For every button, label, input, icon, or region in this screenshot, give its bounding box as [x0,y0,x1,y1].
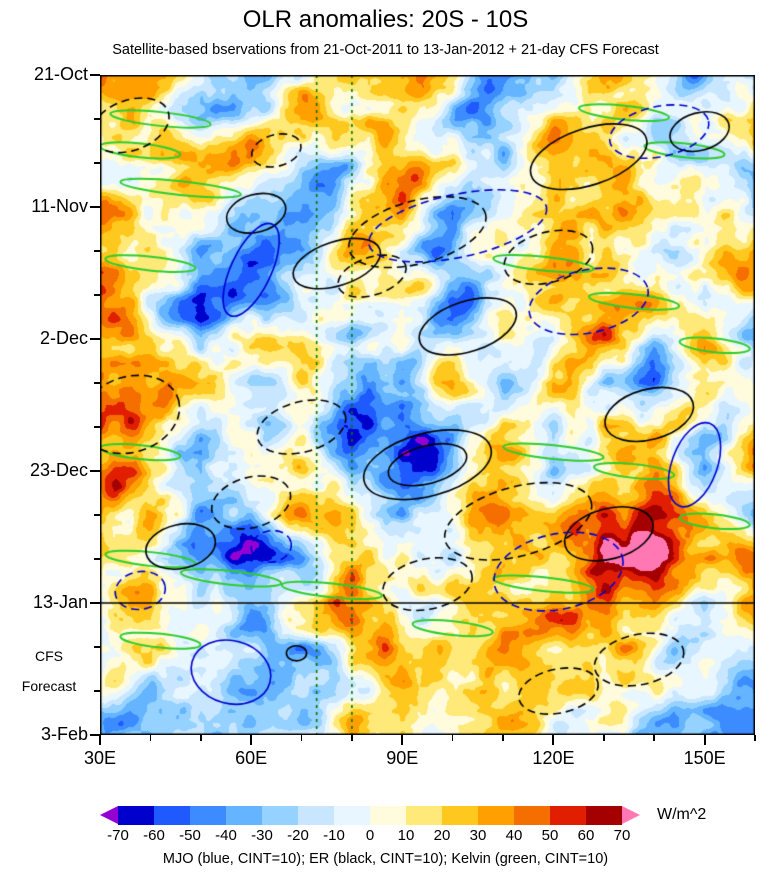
colorbar-tick-label: 30 [469,827,487,844]
colorbar-cell [226,806,262,825]
y-axis-tick-label: 13-Jan [32,592,88,612]
colorbar-tick-label: -40 [215,827,237,844]
y-axis-tick-label: 11-Nov [31,196,88,216]
colorbar-right-arrow [622,806,640,824]
x-axis-minor-tick [451,735,454,741]
legend-caption: MJO (blue, CINT=10); ER (black, CINT=10)… [162,851,609,867]
colorbar-tick-label: -70 [107,827,129,844]
colorbar-tick-label: 50 [541,827,559,844]
y-axis-minor-tick [94,426,100,428]
colorbar-tick-label: -60 [143,827,165,844]
x-axis-minor-tick [653,735,655,741]
y-axis-minor-tick [94,558,100,560]
colorbar-cell [442,806,478,825]
x-axis-minor-tick [351,735,353,741]
x-axis-minor-tick [502,735,504,741]
hovmoller-plot-canvas [100,75,755,735]
y-axis-minor-tick [94,294,100,296]
x-axis-major-tick [250,735,253,745]
colorbar-cell [406,806,442,825]
colorbar-cell [514,806,550,825]
y-axis-minor-tick [94,250,100,252]
colorbar-tick-label: -30 [251,827,273,844]
colorbar-tick-label: -10 [323,827,345,844]
x-axis-tick-label: 30E [83,748,117,768]
y-axis-major-tick [90,74,100,76]
colorbar-tick-label: 70 [613,827,631,844]
plot-area [100,75,755,735]
x-axis-major-tick [703,735,706,745]
colorbar-cell [586,806,622,825]
x-axis-minor-tick [603,735,605,741]
x-axis-tick-label: 150E [683,748,726,768]
y-axis-tick-label: 21-Oct [33,64,88,84]
colorbar-tick-label: -50 [179,827,201,844]
x-axis-tick-label: 60E [235,748,268,768]
colorbar-cell [262,806,298,825]
x-axis-minor-tick [200,735,202,741]
colorbar-cell [370,806,406,825]
y-axis-major-tick [90,206,100,208]
x-axis-minor-tick [300,735,303,741]
y-axis-major-tick [90,470,100,472]
cfs-forecast-label-line1: CFS [35,648,63,664]
y-axis-tick-label: 3-Feb [40,724,88,744]
colorbar-cell [478,806,514,825]
colorbar-tick-label: 0 [365,827,375,844]
y-axis-minor-tick [94,382,100,384]
cfs-forecast-label-line2: Forecast [21,678,77,694]
colorbar-cell [550,806,586,825]
x-axis-major-tick [401,735,404,745]
y-axis-tick-label: 2-Dec [39,328,88,348]
colorbar-left-arrow [100,806,118,824]
x-axis-tick-label: 120E [532,748,575,768]
x-axis-major-tick [99,735,101,745]
colorbar-tick-label: -20 [287,827,309,844]
chart-title: OLR anomalies: 20S - 10S [242,6,529,33]
colorbar-tick-label: 40 [505,827,523,844]
y-axis-minor-tick [94,690,100,692]
y-axis-minor-tick [94,162,100,164]
colorbar-tick-label: 20 [433,827,451,844]
colorbar-cell [298,806,334,825]
colorbar-cell [190,806,226,825]
y-axis-major-tick [90,602,100,604]
y-axis-minor-tick [94,646,100,648]
y-axis-minor-tick [94,514,100,516]
colorbar-cell [154,806,190,825]
x-axis-minor-tick [754,735,756,741]
x-axis-major-tick [552,735,555,745]
colorbar-tick-label: 60 [577,827,595,844]
x-axis-minor-tick [149,735,152,741]
chart-subtitle: Satellite-based bservations from 21-Oct-… [112,42,659,58]
y-axis-tick-label: 23-Dec [29,460,88,480]
colorbar-tick-label: 10 [397,827,415,844]
colorbar [100,806,640,825]
y-axis-major-tick [90,734,100,736]
y-axis-major-tick [90,338,100,340]
colorbar-cell [334,806,370,825]
y-axis-minor-tick [94,118,100,120]
units-label: W/m^2 [657,806,707,823]
colorbar-cell [118,806,154,825]
x-axis-tick-label: 90E [386,748,419,768]
